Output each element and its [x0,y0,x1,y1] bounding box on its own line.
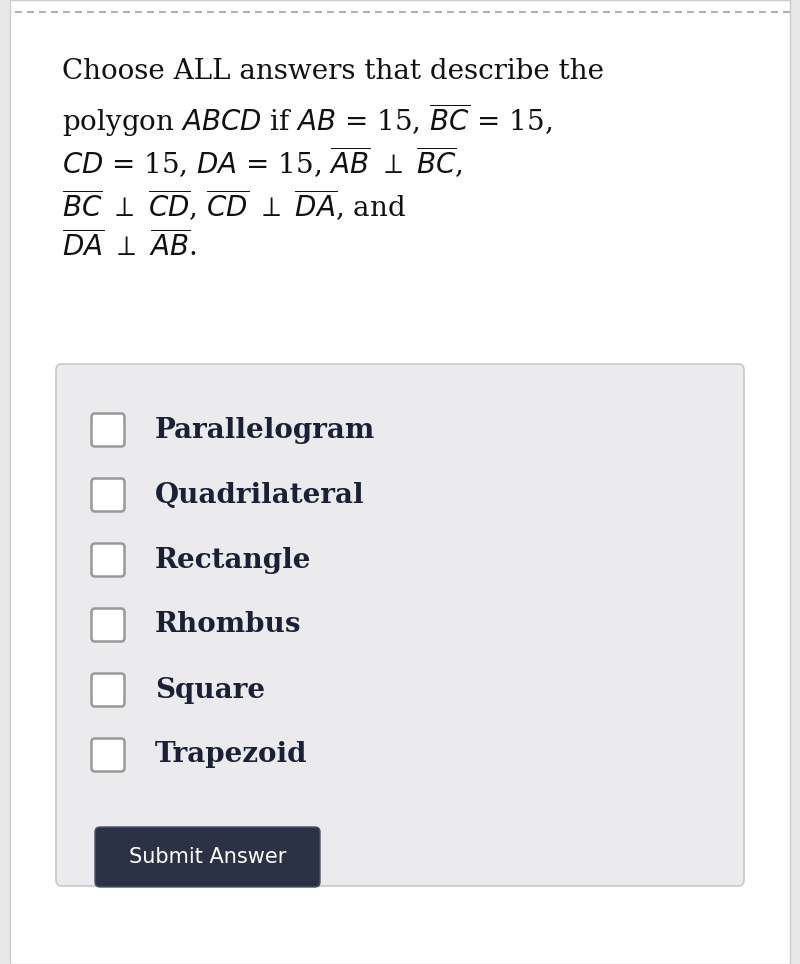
Text: Rhombus: Rhombus [155,611,302,638]
FancyBboxPatch shape [91,478,125,512]
FancyBboxPatch shape [91,414,125,446]
Text: $\mathit{CD}$ = 15, $\mathit{DA}$ = 15, $\overline{\mathit{AB}}$ $\perp$ $\overl: $\mathit{CD}$ = 15, $\mathit{DA}$ = 15, … [62,144,463,179]
FancyBboxPatch shape [91,738,125,771]
FancyBboxPatch shape [95,827,320,887]
Text: Submit Answer: Submit Answer [129,847,286,867]
FancyBboxPatch shape [10,0,790,964]
Text: Quadrilateral: Quadrilateral [155,481,365,508]
Text: Rectangle: Rectangle [155,547,311,574]
Text: $\overline{\mathit{BC}}$ $\perp$ $\overline{\mathit{CD}}$, $\overline{\mathit{CD: $\overline{\mathit{BC}}$ $\perp$ $\overl… [62,187,406,223]
FancyBboxPatch shape [91,544,125,576]
FancyBboxPatch shape [91,674,125,707]
Text: Parallelogram: Parallelogram [155,416,375,443]
Text: Choose ALL answers that describe the: Choose ALL answers that describe the [62,58,604,85]
FancyBboxPatch shape [91,608,125,641]
Text: Trapezoid: Trapezoid [155,741,307,768]
Text: Square: Square [155,677,265,704]
FancyBboxPatch shape [56,364,744,886]
Text: polygon $\mathit{ABCD}$ if $\mathit{AB}$ = 15, $\overline{\mathit{BC}}$ = 15,: polygon $\mathit{ABCD}$ if $\mathit{AB}$… [62,101,552,139]
Text: $\overline{\mathit{DA}}$ $\perp$ $\overline{\mathit{AB}}$.: $\overline{\mathit{DA}}$ $\perp$ $\overl… [62,230,196,262]
